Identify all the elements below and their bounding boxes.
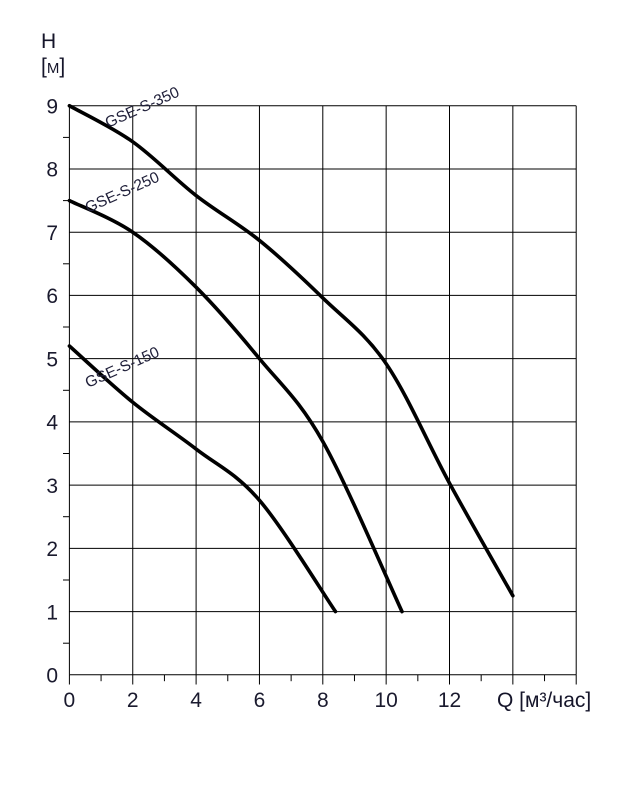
svg-text:0: 0 [64, 689, 76, 712]
svg-text:6: 6 [254, 689, 266, 712]
svg-text:6: 6 [46, 285, 58, 308]
svg-text:H: H [41, 30, 56, 53]
svg-text:7: 7 [46, 222, 58, 245]
svg-text:8: 8 [317, 689, 329, 712]
svg-text:2: 2 [127, 689, 139, 712]
svg-text:2: 2 [46, 538, 58, 561]
svg-text:9: 9 [46, 95, 58, 118]
svg-text:12: 12 [438, 689, 461, 712]
svg-text:Q [м³/час]: Q [м³/час] [497, 689, 591, 712]
svg-text:3: 3 [46, 475, 58, 498]
svg-text:4: 4 [46, 412, 58, 435]
svg-text:10: 10 [374, 689, 397, 712]
svg-text:[м]: [м] [41, 55, 65, 78]
svg-text:8: 8 [46, 159, 58, 182]
svg-text:5: 5 [46, 348, 58, 371]
svg-text:1: 1 [46, 601, 58, 624]
svg-text:4: 4 [190, 689, 202, 712]
svg-text:0: 0 [46, 665, 58, 688]
